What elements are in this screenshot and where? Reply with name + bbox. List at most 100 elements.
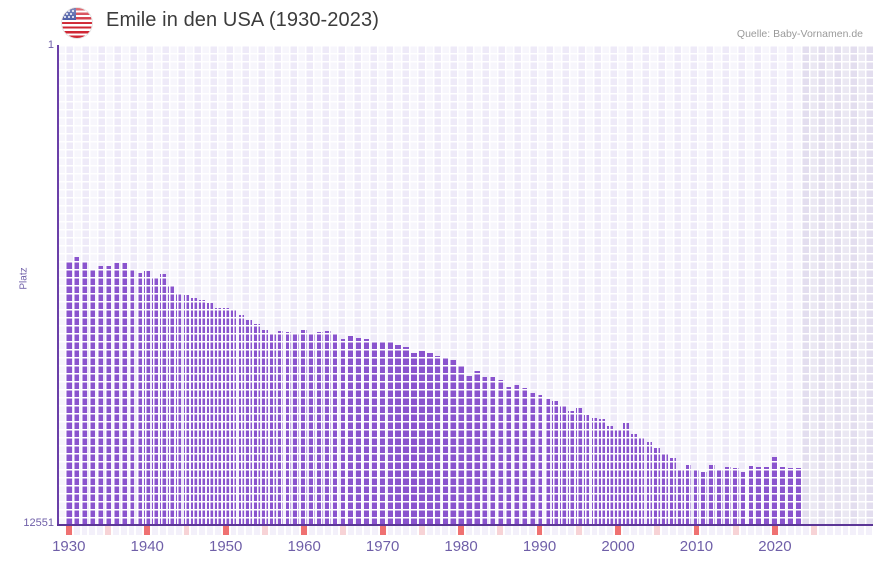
bar-2007[interactable] — [670, 457, 676, 524]
bar-1930[interactable] — [65, 261, 72, 524]
x-tick-cell — [591, 526, 598, 535]
bar-2002[interactable] — [630, 434, 637, 524]
bar-2000[interactable] — [615, 430, 621, 524]
bar-1935[interactable] — [105, 265, 111, 524]
bar-1948[interactable] — [207, 302, 213, 524]
bar-1999[interactable] — [607, 425, 613, 524]
bar-2012[interactable] — [709, 464, 715, 524]
bar-2020[interactable] — [772, 457, 778, 524]
bar-1981[interactable] — [466, 375, 472, 524]
bar-1996[interactable] — [583, 414, 590, 524]
bar-1976[interactable] — [426, 353, 433, 524]
bar-1971[interactable] — [387, 341, 394, 524]
bar-1975[interactable] — [419, 350, 425, 524]
bar-1938[interactable] — [128, 269, 135, 524]
bar-2014[interactable] — [725, 467, 731, 524]
bar-1980[interactable] — [458, 366, 464, 524]
bar-1940[interactable] — [144, 270, 151, 524]
x-tick-major-2000 — [615, 526, 621, 535]
bar-2016[interactable] — [740, 471, 747, 524]
bar-1967[interactable] — [356, 338, 362, 524]
bar-1964[interactable] — [332, 332, 339, 524]
bar-2005[interactable] — [654, 447, 661, 524]
bar-2010[interactable] — [693, 469, 700, 524]
bar-1985[interactable] — [497, 380, 504, 524]
bar-1958[interactable] — [285, 331, 292, 524]
bar-1942[interactable] — [160, 273, 166, 524]
bar-1956[interactable] — [269, 333, 276, 524]
bar-1941[interactable] — [152, 277, 158, 524]
bar-1983[interactable] — [481, 377, 488, 524]
bar-1945[interactable] — [183, 294, 190, 524]
bar-1986[interactable] — [505, 386, 511, 524]
bar-1939[interactable] — [136, 272, 143, 524]
bar-1963[interactable] — [324, 331, 331, 524]
bar-2001[interactable] — [623, 422, 629, 524]
bar-1966[interactable] — [348, 335, 355, 524]
bar-1977[interactable] — [434, 355, 441, 524]
bar-2023[interactable] — [795, 468, 802, 524]
bar-1972[interactable] — [395, 344, 402, 524]
bar-1947[interactable] — [199, 299, 205, 524]
bar-1931[interactable] — [73, 256, 80, 524]
bar-1954[interactable] — [254, 323, 260, 524]
bar-1965[interactable] — [340, 338, 347, 524]
bar-2018[interactable] — [756, 467, 763, 524]
bar-1946[interactable] — [191, 297, 198, 524]
bar-1984[interactable] — [489, 377, 496, 524]
bar-1992[interactable] — [552, 400, 559, 524]
x-tick-cell — [167, 526, 174, 535]
bar-1952[interactable] — [238, 315, 245, 524]
bar-1957[interactable] — [277, 331, 284, 524]
bar-1962[interactable] — [317, 331, 323, 524]
bar-2013[interactable] — [717, 470, 723, 524]
bar-1955[interactable] — [262, 329, 268, 524]
x-tick-minor-1935 — [105, 526, 111, 535]
x-tick-cell — [709, 526, 716, 535]
bar-1987[interactable] — [513, 385, 519, 524]
bar-1979[interactable] — [450, 359, 457, 524]
bar-1953[interactable] — [246, 319, 253, 524]
bar-1970[interactable] — [379, 341, 386, 524]
bar-2004[interactable] — [646, 441, 653, 524]
bar-1991[interactable] — [544, 399, 551, 524]
bar-1978[interactable] — [442, 357, 449, 524]
bar-1993[interactable] — [560, 405, 566, 524]
bar-1988[interactable] — [521, 388, 527, 524]
bar-1995[interactable] — [575, 408, 582, 524]
bar-1989[interactable] — [528, 393, 535, 524]
bar-2006[interactable] — [662, 453, 668, 524]
bar-1973[interactable] — [403, 347, 409, 524]
bar-1950[interactable] — [222, 308, 229, 524]
bar-2017[interactable] — [748, 466, 755, 524]
bar-2021[interactable] — [779, 467, 786, 524]
bar-1936[interactable] — [113, 262, 119, 524]
bar-1934[interactable] — [97, 265, 103, 524]
bar-1949[interactable] — [215, 307, 221, 524]
x-axis-label-1930: 1930 — [52, 538, 86, 555]
bar-1959[interactable] — [293, 333, 300, 524]
bar-1998[interactable] — [599, 419, 606, 524]
bar-1937[interactable] — [120, 262, 127, 524]
bar-1990[interactable] — [536, 395, 543, 524]
bar-2003[interactable] — [638, 438, 645, 524]
bar-1944[interactable] — [175, 293, 182, 524]
bar-2009[interactable] — [685, 464, 692, 524]
bar-1969[interactable] — [371, 341, 378, 524]
bar-1997[interactable] — [591, 417, 598, 524]
bar-2022[interactable] — [787, 468, 794, 524]
bar-1994[interactable] — [568, 411, 574, 524]
bar-1932[interactable] — [81, 261, 88, 524]
bar-2015[interactable] — [732, 468, 739, 524]
bar-2019[interactable] — [764, 467, 770, 524]
bar-1951[interactable] — [230, 310, 237, 524]
bar-2008[interactable] — [677, 469, 684, 524]
bar-1960[interactable] — [301, 330, 307, 524]
bar-1968[interactable] — [364, 339, 370, 524]
bar-1961[interactable] — [309, 333, 315, 524]
bar-2011[interactable] — [701, 471, 708, 524]
bar-1974[interactable] — [411, 352, 417, 524]
bar-1933[interactable] — [89, 269, 96, 524]
bar-1943[interactable] — [167, 286, 174, 524]
bar-1982[interactable] — [473, 370, 480, 524]
